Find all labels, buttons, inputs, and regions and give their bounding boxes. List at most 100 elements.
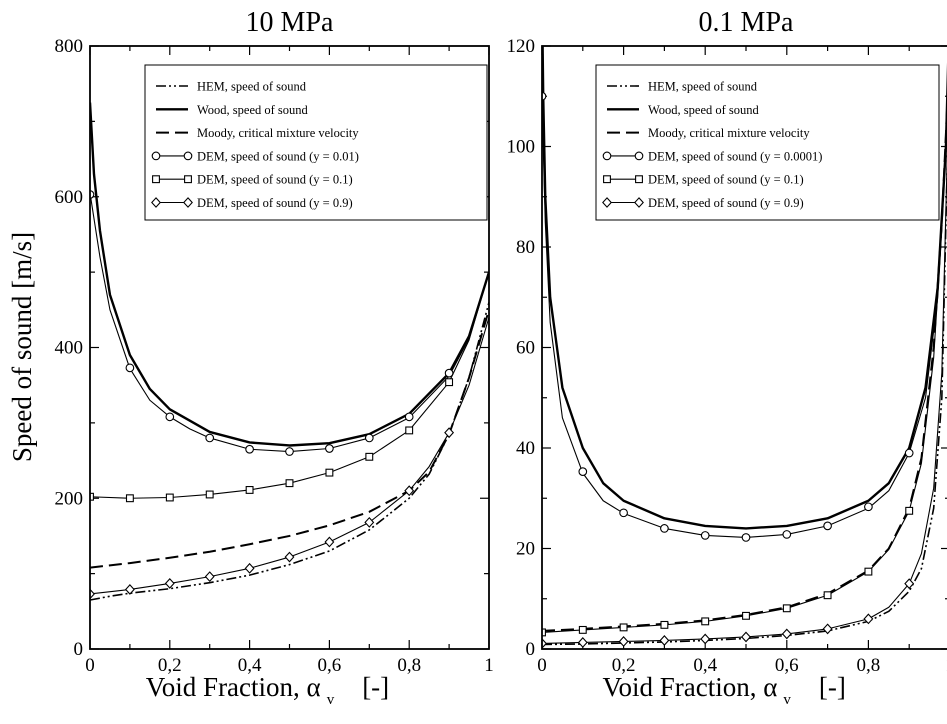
data-point [782, 530, 792, 539]
legend-label: Wood, speed of sound [648, 103, 760, 117]
data-point [905, 506, 914, 515]
data-point [578, 625, 587, 634]
legend-marker [602, 197, 612, 208]
x-tick-label: 0,8 [397, 655, 421, 676]
x-tick-label: 0,4 [238, 655, 262, 676]
x-axis-label-unit: [-] [819, 672, 846, 702]
data-point [244, 562, 255, 574]
data-point [864, 567, 873, 576]
series-line [90, 192, 489, 453]
x-tick-label: 0 [537, 655, 547, 676]
x-tick-label: 0,6 [318, 655, 342, 676]
y-tick-label: 0 [74, 639, 84, 660]
data-point [284, 551, 295, 563]
chart-title: 0.1 MPa [699, 7, 794, 38]
legend-marker [151, 197, 161, 208]
y-tick-label: 800 [55, 36, 84, 57]
data-point [364, 516, 375, 528]
data-point [618, 636, 629, 647]
legend-marker [151, 151, 161, 161]
data-point [660, 524, 669, 533]
legend-marker [183, 197, 193, 208]
data-point [245, 486, 254, 494]
x-axis-label-subscript: v [327, 692, 335, 708]
data-point [325, 444, 334, 453]
data-point [741, 631, 751, 643]
data-point [90, 492, 94, 501]
data-point [700, 531, 710, 540]
x-tick-label: 0,2 [158, 655, 182, 676]
legend-label: DEM, speed of sound (y = 0.9) [648, 196, 804, 210]
data-point [365, 452, 374, 461]
data-point [205, 433, 215, 443]
series-line [90, 102, 489, 447]
data-point [659, 635, 670, 646]
legend-marker [603, 175, 611, 184]
x-axis-label: Void Fraction, α v [-] [146, 672, 389, 708]
legend-label: DEM, speed of sound (y = 0.1) [197, 173, 353, 187]
x-tick-label: 0 [85, 655, 95, 676]
x-axis-label: Void Fraction, α v [-] [602, 672, 845, 708]
series-line [90, 302, 489, 601]
data-point [404, 412, 414, 422]
x-tick-label: 0,2 [612, 655, 636, 676]
y-axis-label: Speed of sound [m/s] [7, 232, 37, 462]
y-tick-label: 20 [516, 539, 535, 560]
data-point [904, 578, 915, 590]
legend-label: HEM, speed of sound [197, 80, 307, 94]
data-point [863, 613, 874, 625]
legend-label: Moody, critical mixture velocity [197, 126, 359, 140]
legend-label: DEM, speed of sound (y = 0.0001) [648, 149, 822, 163]
data-point [324, 536, 335, 548]
data-point [781, 628, 792, 640]
y-tick-label: 600 [55, 187, 84, 208]
x-axis-label-unit: [-] [362, 672, 389, 702]
legend-label: Moody, critical mixture velocity [648, 126, 810, 140]
data-point [701, 617, 710, 626]
x-tick-label: 0,4 [693, 655, 717, 676]
data-point [577, 637, 588, 648]
data-point [405, 426, 414, 435]
chart-title: 10 MPa [246, 7, 334, 38]
y-tick-label: 100 [507, 137, 536, 158]
data-point [364, 433, 374, 443]
legend-marker [183, 151, 193, 161]
data-point [445, 378, 454, 387]
data-point [205, 490, 214, 499]
legend-label: HEM, speed of sound [648, 80, 758, 94]
data-point [204, 571, 215, 583]
series-line [90, 309, 489, 569]
data-point [285, 479, 294, 488]
x-tick-label: 0,8 [857, 655, 881, 676]
data-point [285, 447, 294, 456]
series-line [90, 271, 489, 499]
data-point [325, 468, 334, 477]
data-point [90, 588, 95, 600]
data-point [542, 628, 546, 637]
data-point [823, 521, 832, 531]
data-point [660, 620, 669, 629]
legend-label: DEM, speed of sound (y = 0.9) [197, 196, 353, 210]
y-tick-label: 120 [507, 36, 536, 57]
legend-marker [634, 197, 644, 208]
data-point [125, 494, 134, 503]
series-group [90, 102, 489, 601]
data-point [619, 508, 628, 518]
legend-label: DEM, speed of sound (y = 0.1) [648, 173, 804, 187]
y-tick-label: 400 [55, 338, 84, 359]
y-tick-label: 80 [516, 237, 535, 258]
data-point [125, 363, 135, 373]
data-point [578, 467, 588, 476]
legend-marker [635, 175, 643, 184]
series-line [542, 140, 947, 646]
data-point [444, 427, 455, 439]
data-point [165, 493, 174, 502]
legend-marker [152, 175, 160, 184]
data-point [700, 633, 711, 645]
legend-marker [602, 151, 612, 161]
legend-marker [634, 151, 644, 161]
plot-frame [89, 45, 490, 650]
y-tick-label: 200 [55, 488, 84, 509]
